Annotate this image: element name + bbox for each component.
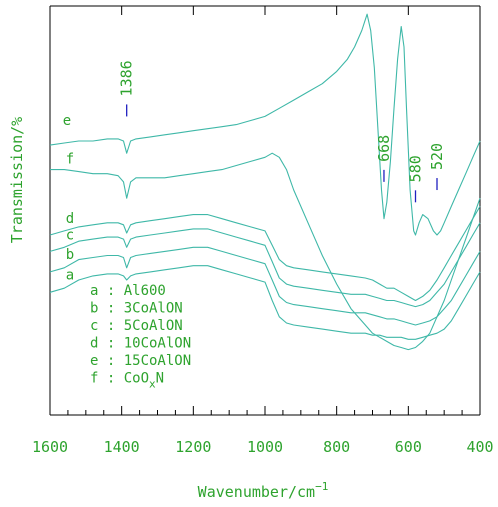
x-axis-title-sup: −1	[315, 480, 328, 493]
legend-item-b: b : 3CoAlON	[90, 301, 183, 317]
legend-key-f: f :	[90, 371, 124, 387]
curve-e	[49, 13, 481, 236]
legend-key-a: a :	[90, 283, 124, 299]
x-axis-tick-labels: 1600 1400 1200 1000 800 600 400	[32, 438, 494, 456]
legend-text-b: 3CoAlON	[124, 301, 183, 317]
curve-a	[49, 265, 481, 340]
curve-letter-a: a	[66, 267, 74, 283]
legend-after-f: N	[156, 371, 164, 387]
curve-f	[50, 152, 481, 351]
curve-letter-b: b	[66, 247, 74, 263]
curve-c	[49, 222, 481, 308]
legend-item-a: a : Al600	[90, 283, 166, 299]
legend-key-d: d :	[90, 336, 124, 352]
legend-text-e: 15CoAlON	[124, 353, 191, 369]
legend-item-e: e : 15CoAlON	[90, 353, 191, 369]
legend-sub-f: x	[149, 378, 156, 391]
peak-label-580: 580	[407, 155, 425, 182]
legend-text-d: 10CoAlON	[124, 336, 191, 352]
x-tick-label-1600: 1600	[32, 438, 68, 456]
peak-label-1386: 1386	[118, 60, 136, 96]
y-axis-title: Transmission/%	[8, 117, 26, 243]
x-tick-label-1000: 1000	[247, 438, 283, 456]
legend-text-f: CoO	[124, 371, 149, 387]
legend-key-c: c :	[90, 318, 124, 334]
x-tick-label-1400: 1400	[104, 438, 140, 456]
legend-item-c: c : 5CoAlON	[90, 318, 183, 334]
x-axis-ticks	[49, 6, 481, 415]
x-tick-label-400: 400	[466, 438, 493, 456]
curve-letter-e: e	[63, 113, 71, 129]
x-tick-label-600: 600	[395, 438, 422, 456]
legend-item-f: f : CoOxN	[90, 371, 164, 391]
curve-letter-d: d	[66, 211, 74, 227]
legend-text-c: 5CoAlON	[124, 318, 183, 334]
x-axis-title-text: Wavenumber/cm	[198, 483, 315, 501]
spectra-curves	[49, 13, 481, 351]
peak-markers: 1386 668 580 520	[118, 60, 446, 203]
legend-key-e: e :	[90, 353, 124, 369]
curve-d	[49, 206, 481, 302]
curve-letter-c: c	[66, 227, 74, 243]
curve-b	[49, 246, 481, 326]
x-tick-label-1200: 1200	[175, 438, 211, 456]
legend-key-b: b :	[90, 301, 124, 317]
legend-item-d: d : 10CoAlON	[90, 336, 191, 352]
legend-text-a: Al600	[124, 283, 166, 299]
x-axis-title: Wavenumber/cm−1	[198, 480, 329, 501]
peak-label-668: 668	[375, 135, 393, 162]
x-tick-label-800: 800	[323, 438, 350, 456]
peak-label-520: 520	[428, 143, 446, 170]
curve-letter-f: f	[66, 152, 74, 168]
